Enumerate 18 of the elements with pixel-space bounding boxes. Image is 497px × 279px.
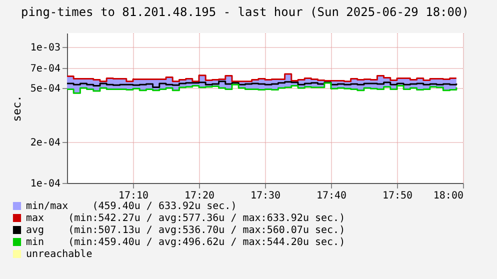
chart-title: ping-times to 81.201.48.195 - last hour (Sun 2025-06-29 18:00) bbox=[21, 5, 469, 19]
legend-label: unreachable bbox=[26, 249, 92, 260]
y-tick-label: 2e-04 bbox=[30, 138, 60, 149]
x-tick-label: 17:40 bbox=[316, 190, 347, 202]
y-tick-label: 7e-04 bbox=[30, 64, 60, 75]
legend-label: min (min:459.40u / avg:496.62u / max:544.20u sec.) bbox=[26, 237, 346, 248]
x-tick-label: 17:50 bbox=[382, 190, 413, 202]
legend-label: max (min:542.27u / avg:577.36u / max:633.92u sec.) bbox=[26, 213, 346, 224]
legend-label: avg (min:507.13u / avg:536.70u / max:560.07u sec.) bbox=[26, 225, 346, 236]
legend-label: min/max (459.40u / 633.92u sec.) bbox=[26, 201, 237, 212]
y-tick-label: 1e-04 bbox=[30, 178, 60, 190]
x-tick-label: 18:00 bbox=[433, 190, 464, 202]
x-tick-label: 17:30 bbox=[250, 190, 281, 202]
x-tick-label: 17:20 bbox=[184, 190, 215, 202]
y-tick-label: 5e-04 bbox=[30, 84, 60, 95]
y-axis-title: sec. bbox=[10, 95, 24, 122]
y-tick-label: 1e-03 bbox=[30, 42, 60, 54]
x-tick-label: 17:10 bbox=[118, 190, 149, 202]
